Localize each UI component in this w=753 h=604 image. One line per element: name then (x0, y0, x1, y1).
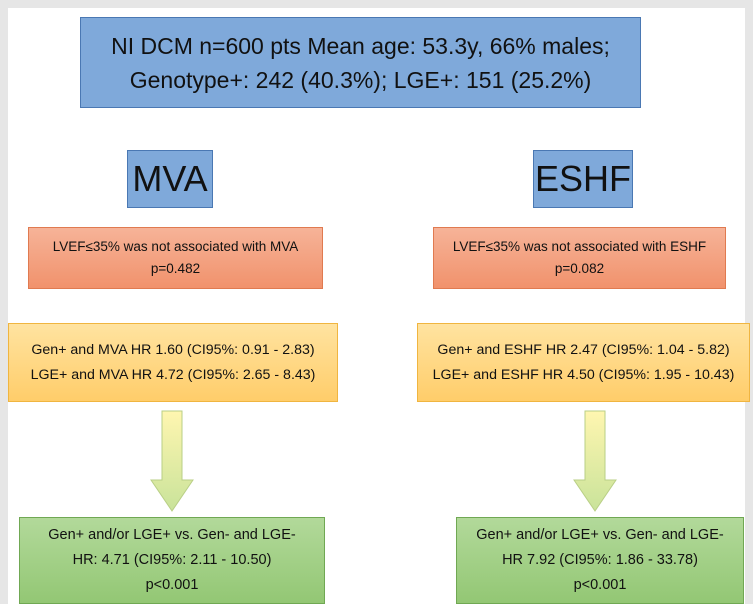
outcome-title-text: ESHF (534, 158, 631, 199)
result-box-text: p<0.001 (573, 577, 627, 593)
summary-line: Genotype+: 242 (40.3%); LGE+: 151 (25.2%… (129, 66, 592, 93)
result-box: Gen+ and/or LGE+ vs. Gen- and LGE- HR: 4.… (19, 517, 325, 604)
result-box-text: p<0.001 (145, 577, 199, 593)
summary-box: NI DCM n=600 pts Mean age: 53.3y, 66% ma… (80, 17, 641, 108)
lvef-box: LVEF≤35% was not associated with ESHF p=0… (433, 227, 726, 289)
down-arrow (573, 410, 617, 512)
outcome-title: MVA (127, 150, 213, 208)
lvef-box: LVEF≤35% was not associated with MVA p=0.… (28, 227, 323, 289)
result-box-text: HR 7.92 (CI95%: 1.86 - 33.78) (502, 552, 698, 568)
result-box-text: HR: 4.71 (CI95%: 2.11 - 10.50) (72, 552, 272, 568)
hr-box: Gen+ and ESHF HR 2.47 (CI95%: 1.04 - 5.8… (417, 323, 750, 402)
lvef-box-text: LVEF≤35% was not associated with ESHF (452, 239, 707, 254)
hr-box-text: Gen+ and ESHF HR 2.47 (CI95%: 1.04 - 5.8… (437, 341, 730, 358)
lvef-box-text: p=0.082 (554, 261, 605, 276)
hr-box-text: LGE+ and MVA HR 4.72 (CI95%: 2.65 - 8.43… (30, 366, 316, 383)
outcome-title: ESHF (533, 150, 633, 208)
summary-line: NI DCM n=600 pts Mean age: 53.3y, 66% ma… (111, 32, 610, 59)
hr-box-text: LGE+ and ESHF HR 4.50 (CI95%: 1.95 - 10.… (432, 366, 735, 383)
hr-box-text: Gen+ and MVA HR 1.60 (CI95%: 0.91 - 2.83… (31, 341, 315, 358)
result-box-text: Gen+ and/or LGE+ vs. Gen- and LGE- (476, 527, 724, 543)
down-arrow (150, 410, 194, 512)
outcome-title-text: MVA (132, 158, 208, 199)
lvef-box-text: LVEF≤35% was not associated with MVA (52, 239, 299, 254)
result-box-text: Gen+ and/or LGE+ vs. Gen- and LGE- (48, 527, 296, 543)
result-box: Gen+ and/or LGE+ vs. Gen- and LGE- HR 7.9… (456, 517, 744, 604)
hr-box: Gen+ and MVA HR 1.60 (CI95%: 0.91 - 2.83… (8, 323, 338, 402)
lvef-box-text: p=0.482 (150, 261, 201, 276)
